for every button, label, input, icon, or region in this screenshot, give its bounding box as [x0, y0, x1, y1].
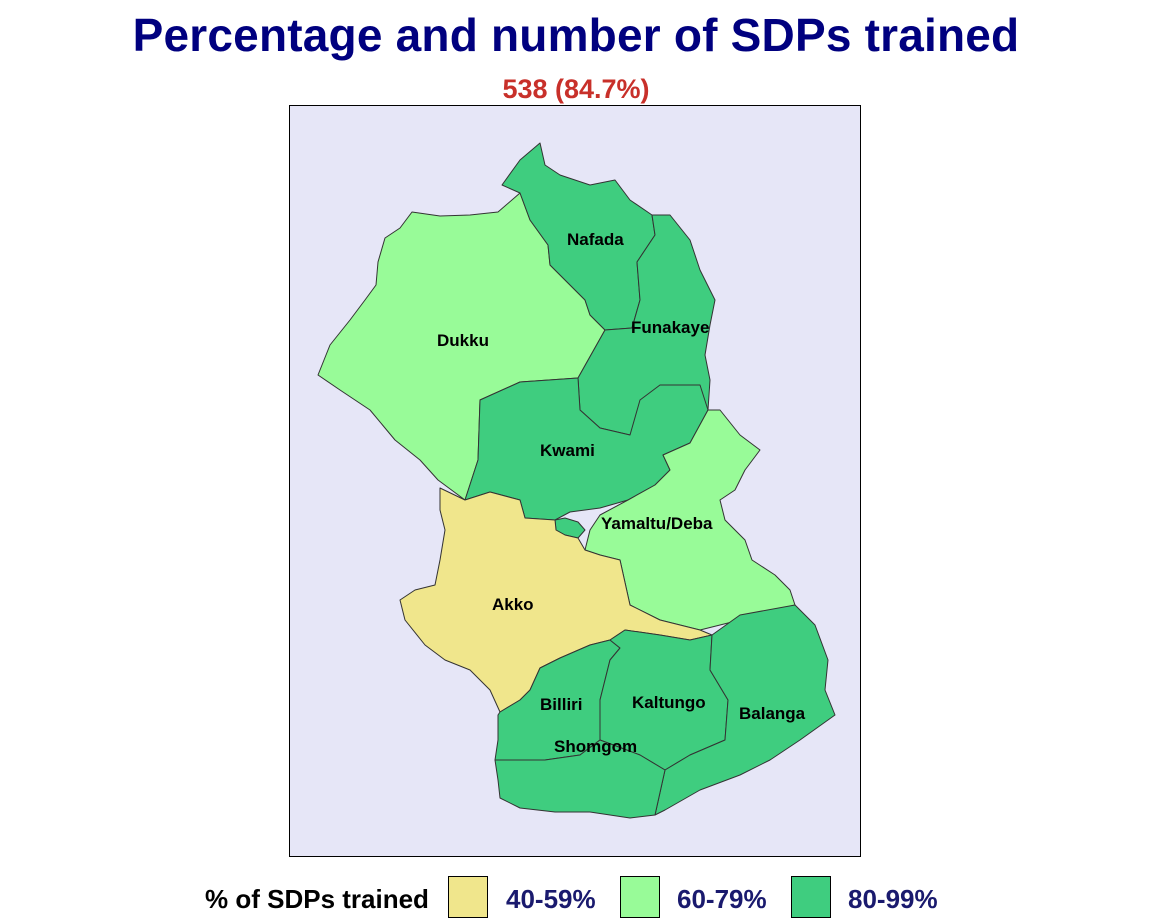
legend-label-60-79: 60-79% [677, 884, 767, 914]
label-dukku: Dukku [437, 331, 489, 350]
label-kwami: Kwami [540, 441, 595, 460]
label-kaltungo: Kaltungo [632, 693, 706, 712]
label-shomgom: Shomgom [554, 737, 637, 756]
region-balanga[interactable] [654, 604, 836, 816]
label-billiri: Billiri [540, 695, 583, 714]
legend-swatch-40-59 [448, 876, 488, 918]
label-funakaye: Funakaye [631, 318, 709, 337]
label-yamaltu-deba: Yamaltu/Deba [601, 514, 713, 533]
label-balanga: Balanga [739, 704, 806, 723]
label-akko: Akko [492, 595, 534, 614]
legend-title: % of SDPs trained [205, 884, 429, 914]
legend-label-80-99: 80-99% [848, 884, 938, 914]
region-shomgom[interactable] [494, 739, 666, 819]
map-subtitle: 538 (84.7%) [502, 74, 650, 104]
legend: % of SDPs trained 40-59% 60-79% 80-99% [0, 874, 1152, 920]
label-nafada: Nafada [567, 230, 624, 249]
legend-label-40-59: 40-59% [506, 884, 596, 914]
legend-swatch-60-79 [620, 876, 660, 918]
legend-swatch-80-99 [791, 876, 831, 918]
region-yamaltu-deba[interactable] [584, 409, 796, 631]
map-title: Percentage and number of SDPs trained [132, 9, 1020, 61]
